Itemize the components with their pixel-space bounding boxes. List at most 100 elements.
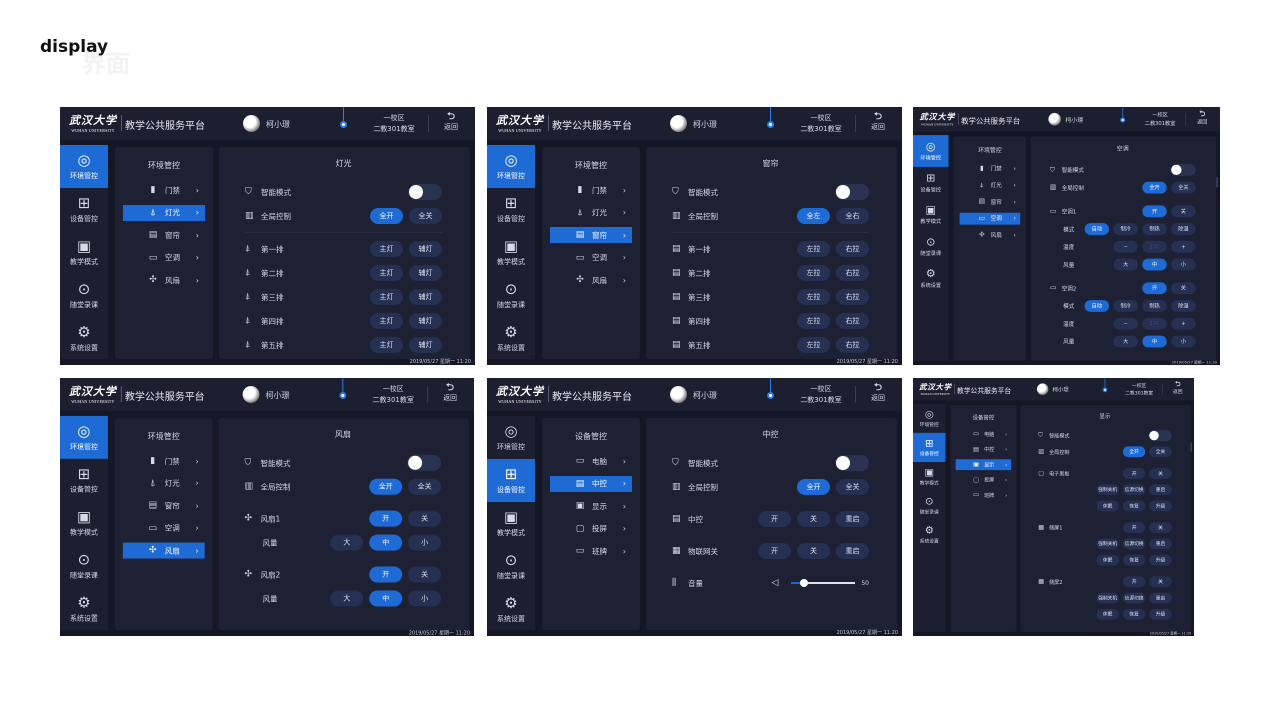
nav-item-teaching-screen[interactable]: ▣ 教学模式 — [60, 502, 108, 545]
nav-item-gear[interactable]: ⚙ 系统设置 — [913, 262, 949, 294]
control-button[interactable]: 全关 — [1149, 446, 1172, 458]
control-button[interactable]: + — [1171, 240, 1196, 253]
control-button[interactable]: 恢复 — [1122, 608, 1146, 620]
control-button[interactable]: 左拉 — [797, 265, 830, 281]
control-button[interactable]: 重启 — [836, 511, 869, 527]
classroom-selector[interactable]: 一校区 二教301教室 — [1142, 111, 1178, 127]
sub-nav-item[interactable]: ▭ 空调 › — [123, 250, 205, 266]
control-button[interactable]: 全开 — [1122, 446, 1146, 458]
nav-item-gear[interactable]: ⚙ 系统设置 — [487, 317, 535, 360]
control-button[interactable]: 大 — [1113, 258, 1138, 271]
nav-item-gear[interactable]: ⚙ 系统设置 — [60, 317, 108, 360]
control-button[interactable]: 全开 — [369, 478, 403, 495]
avatar[interactable] — [670, 115, 687, 132]
sub-nav-item[interactable]: ⍋ 灯光 › — [123, 475, 205, 491]
control-button[interactable]: 恢复 — [1122, 554, 1146, 566]
control-button[interactable]: 右拉 — [836, 241, 869, 257]
control-button[interactable]: 自动 — [1084, 300, 1110, 312]
nav-item-camera[interactable]: ⊙ 随堂录课 — [487, 274, 535, 317]
back-button[interactable]: ⮌ 返回 — [439, 382, 461, 403]
sub-nav-item[interactable]: ▭ 空调 › — [550, 250, 632, 266]
control-button[interactable]: 重启 — [836, 543, 869, 559]
control-button[interactable]: 全开 — [797, 479, 830, 495]
sub-nav-item[interactable]: ✣ 风扇 › — [960, 229, 1021, 241]
control-button[interactable]: 中 — [1142, 335, 1167, 348]
control-button[interactable]: 左拉 — [797, 337, 830, 353]
nav-item-leaf[interactable]: ◎ 环境管控 — [487, 416, 535, 459]
nav-item-leaf[interactable]: ◎ 环境管控 — [913, 135, 949, 167]
control-button[interactable]: 全关 — [409, 208, 442, 224]
control-button[interactable]: 主灯 — [370, 265, 403, 281]
control-button[interactable]: 休眠 — [1096, 554, 1119, 566]
control-button[interactable]: 强制关机 — [1096, 484, 1119, 496]
nav-item-grid[interactable]: ⊞ 设备管控 — [487, 459, 535, 502]
user-name[interactable]: 柯小璟 — [693, 120, 717, 129]
control-button[interactable]: 关 — [797, 511, 830, 527]
control-button[interactable]: 信源切换 — [1122, 484, 1146, 496]
avatar[interactable] — [1048, 112, 1061, 126]
user-name[interactable]: 柯小璟 — [1052, 386, 1069, 393]
back-button[interactable]: ⮌ 返回 — [867, 383, 889, 403]
control-button[interactable]: 恢复 — [1122, 500, 1146, 512]
nav-item-camera[interactable]: ⊙ 随堂录课 — [913, 491, 946, 520]
control-button[interactable]: 制冷 — [1113, 223, 1138, 235]
avatar[interactable] — [1036, 383, 1049, 395]
nav-item-leaf[interactable]: ◎ 环境管控 — [487, 145, 535, 188]
control-button[interactable]: 全关 — [836, 479, 869, 495]
control-button[interactable]: 重启 — [1149, 484, 1172, 496]
nav-item-grid[interactable]: ⊞ 设备管控 — [60, 459, 108, 502]
control-button[interactable]: 除湿 — [1171, 300, 1196, 312]
sub-nav-item[interactable]: ▭ 班牌 › — [956, 490, 1012, 501]
nav-item-grid[interactable]: ⊞ 设备管控 — [487, 188, 535, 231]
control-button[interactable]: 开 — [1142, 282, 1167, 295]
nav-item-camera[interactable]: ⊙ 随堂录课 — [60, 274, 108, 317]
nav-item-teaching-screen[interactable]: ▣ 教学模式 — [913, 199, 949, 231]
back-button[interactable]: ⮌ 返回 — [1170, 381, 1185, 395]
control-button[interactable]: 左拉 — [797, 289, 830, 305]
control-button[interactable]: 开 — [1122, 468, 1146, 479]
classroom-selector[interactable]: 一校区 二教301教室 — [797, 113, 845, 135]
sub-nav-item[interactable]: ▤ 中控 › — [550, 475, 632, 492]
slider-track[interactable] — [791, 579, 856, 587]
control-button[interactable]: 开 — [758, 543, 791, 559]
control-button[interactable]: 升级 — [1149, 608, 1172, 620]
nav-item-leaf[interactable]: ◎ 环境管控 — [60, 415, 108, 459]
nav-item-camera[interactable]: ⊙ 随堂录课 — [913, 231, 949, 263]
control-button[interactable]: 辅灯 — [409, 289, 442, 305]
classroom-selector[interactable]: 一校区 二教301教室 — [369, 384, 417, 406]
control-button[interactable]: 主灯 — [370, 313, 403, 329]
control-button[interactable]: 小 — [408, 534, 442, 551]
sub-nav-item[interactable]: ▮ 门禁 › — [123, 453, 205, 469]
sub-nav-item[interactable]: ▭ 空调 › — [959, 212, 1021, 225]
control-button[interactable]: 中 — [1142, 258, 1167, 271]
control-button[interactable]: 信源切换 — [1122, 592, 1146, 604]
slider-handle[interactable] — [800, 579, 809, 587]
sub-nav-item[interactable]: ⍋ 灯光 › — [550, 205, 632, 221]
nav-item-camera[interactable]: ⊙ 随堂录课 — [487, 545, 535, 588]
control-button[interactable]: 关 — [1171, 282, 1196, 295]
control-button[interactable]: 中 — [369, 590, 403, 607]
control-button[interactable]: 全关 — [408, 478, 442, 495]
control-button[interactable]: 主灯 — [370, 337, 403, 353]
nav-item-teaching-screen[interactable]: ▣ 教学模式 — [487, 502, 535, 545]
sub-nav-item[interactable]: ▭ 电脑 › — [550, 453, 632, 469]
control-button[interactable]: 休眠 — [1096, 608, 1119, 620]
control-button[interactable]: 主灯 — [370, 241, 403, 257]
control-button[interactable]: 开 — [369, 566, 403, 583]
control-button[interactable]: 除湿 — [1171, 223, 1196, 235]
sub-nav-item[interactable]: ▮ 门禁 › — [960, 162, 1021, 174]
user-name[interactable]: 柯小璟 — [1065, 116, 1084, 124]
nav-item-gear[interactable]: ⚙ 系统设置 — [60, 587, 108, 630]
nav-item-gear[interactable]: ⚙ 系统设置 — [913, 520, 946, 549]
sub-nav-item[interactable]: ✣ 风扇 › — [122, 542, 205, 559]
control-button[interactable]: 右拉 — [836, 289, 869, 305]
nav-item-gear[interactable]: ⚙ 系统设置 — [487, 588, 535, 631]
control-button[interactable]: 中 — [369, 534, 403, 551]
nav-item-grid[interactable]: ⊞ 设备管控 — [913, 167, 949, 199]
user-name[interactable]: 柯小璟 — [693, 391, 717, 400]
nav-item-camera[interactable]: ⊙ 随堂录课 — [60, 545, 108, 588]
control-button[interactable]: 左拉 — [797, 241, 830, 257]
control-button[interactable]: 强制关机 — [1096, 538, 1119, 550]
control-button[interactable]: 全左 — [797, 208, 830, 224]
sub-nav-item[interactable]: ✣ 风扇 › — [123, 272, 205, 288]
